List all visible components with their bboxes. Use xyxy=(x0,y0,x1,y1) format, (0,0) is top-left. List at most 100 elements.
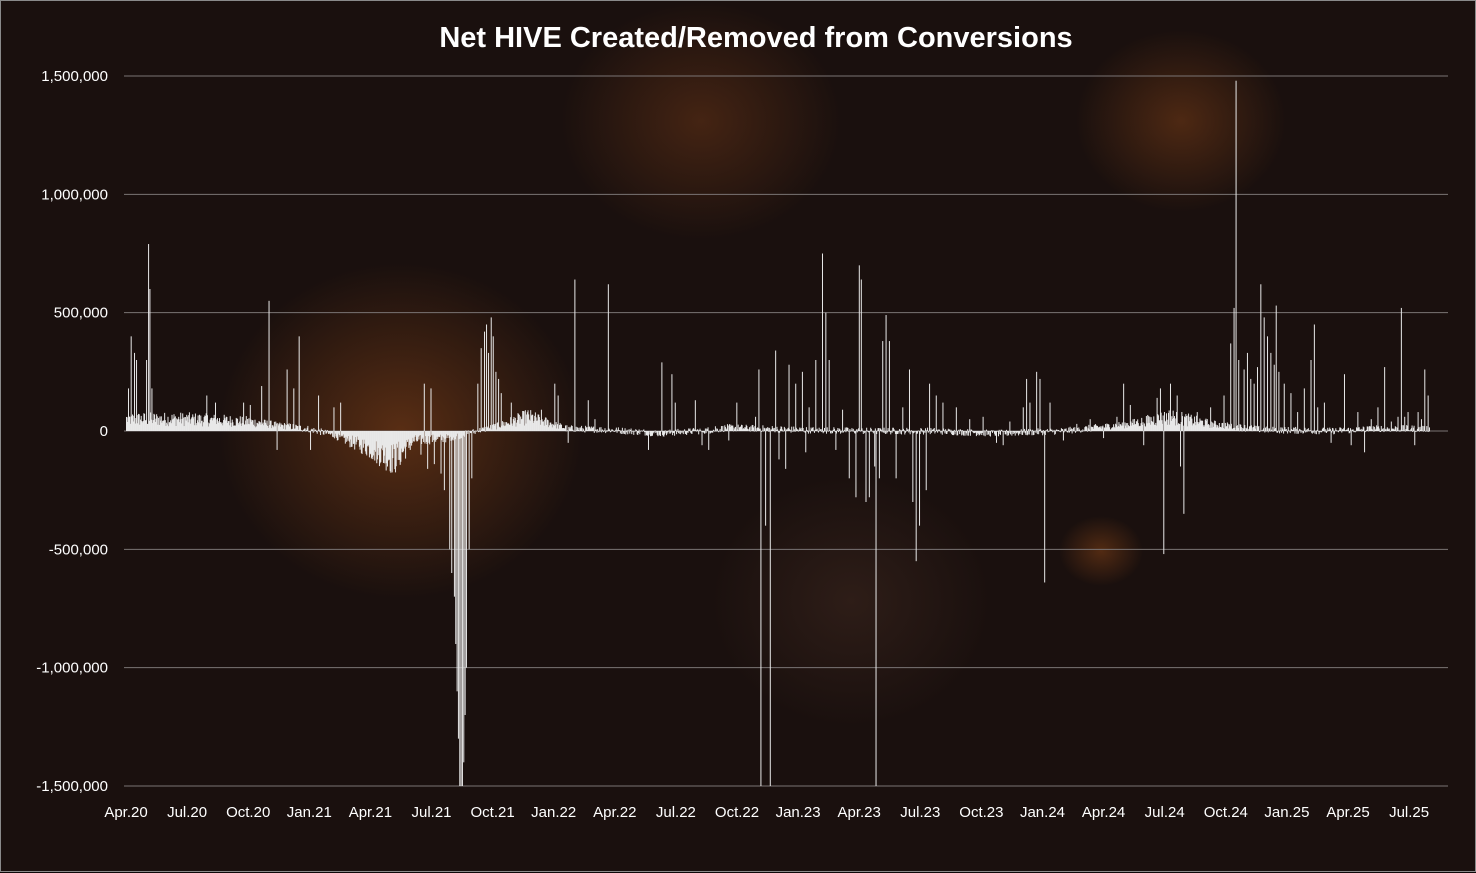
bar xyxy=(396,431,398,444)
bar xyxy=(1148,422,1150,431)
bar xyxy=(480,431,482,433)
bar xyxy=(395,431,397,467)
bar xyxy=(685,431,687,435)
bar xyxy=(281,424,283,431)
bar xyxy=(338,431,340,436)
bar xyxy=(1243,369,1245,431)
bar xyxy=(364,431,366,452)
bar xyxy=(1288,430,1290,431)
bar xyxy=(781,426,783,431)
bar xyxy=(526,414,528,431)
bar xyxy=(147,424,149,431)
bar xyxy=(481,429,483,431)
bar xyxy=(889,431,891,433)
bar xyxy=(1416,428,1418,431)
bar xyxy=(182,417,184,431)
bar xyxy=(528,414,530,431)
bar xyxy=(362,431,364,448)
bar xyxy=(378,431,380,456)
bar xyxy=(1129,404,1131,431)
bar xyxy=(747,428,749,431)
bar xyxy=(1368,430,1370,432)
bar xyxy=(420,431,422,455)
bar xyxy=(849,429,851,431)
bar xyxy=(1337,431,1339,433)
bar xyxy=(1359,429,1361,431)
bar xyxy=(909,431,911,435)
bar xyxy=(912,431,914,502)
bar xyxy=(1202,420,1204,431)
bar xyxy=(361,431,363,455)
bar xyxy=(1236,425,1238,431)
bar xyxy=(227,421,229,431)
bar xyxy=(870,428,872,431)
bar xyxy=(989,431,991,436)
bar xyxy=(415,431,417,436)
bar xyxy=(1254,428,1256,431)
bar xyxy=(841,431,843,433)
bar xyxy=(512,425,514,431)
bar xyxy=(774,431,776,433)
bar xyxy=(799,427,801,431)
bar xyxy=(987,431,989,435)
bar xyxy=(1358,427,1360,431)
bar xyxy=(767,427,769,431)
bar xyxy=(1258,425,1260,431)
bar xyxy=(486,324,488,431)
bar xyxy=(312,431,314,433)
bar xyxy=(1323,427,1325,431)
bar xyxy=(386,431,388,464)
bar xyxy=(610,431,612,432)
bar xyxy=(427,431,429,437)
bar xyxy=(146,360,148,431)
bar xyxy=(542,421,544,431)
bar xyxy=(304,428,306,431)
bar xyxy=(482,427,484,431)
x-tick-label: Apr.22 xyxy=(593,804,636,821)
bar xyxy=(287,424,289,431)
bar xyxy=(1122,425,1124,431)
bar xyxy=(1027,431,1029,435)
bar xyxy=(587,400,589,431)
bar xyxy=(1209,427,1211,431)
bar xyxy=(1039,378,1041,431)
bar xyxy=(1155,425,1157,431)
bar xyxy=(1250,378,1252,431)
bar xyxy=(1298,430,1300,432)
bar xyxy=(860,431,862,432)
bar xyxy=(1329,427,1331,431)
bar xyxy=(1137,419,1139,431)
bar xyxy=(528,419,530,431)
bar xyxy=(769,427,771,431)
bar xyxy=(652,431,654,436)
bar xyxy=(567,431,569,443)
bar xyxy=(1242,427,1244,431)
bar xyxy=(204,415,206,431)
bar xyxy=(217,421,219,431)
bar xyxy=(689,428,691,431)
bar xyxy=(1329,429,1331,431)
bar xyxy=(614,431,616,432)
bar xyxy=(919,431,921,434)
bar xyxy=(346,431,348,439)
bar xyxy=(467,430,469,432)
bar xyxy=(140,419,142,431)
bar xyxy=(827,430,829,432)
bar xyxy=(1172,410,1174,431)
bar xyxy=(569,428,571,431)
bar xyxy=(1214,421,1216,431)
bar xyxy=(771,429,773,431)
bar xyxy=(982,416,984,431)
bar xyxy=(508,424,510,431)
bar xyxy=(755,416,757,431)
bar xyxy=(445,431,447,435)
bar xyxy=(1299,428,1301,431)
bar xyxy=(173,414,175,431)
bar xyxy=(1316,430,1318,431)
bar xyxy=(641,430,643,432)
bar xyxy=(1366,429,1368,431)
bar xyxy=(666,431,668,436)
bar xyxy=(548,427,550,431)
bar xyxy=(518,414,520,431)
bar xyxy=(172,419,174,431)
